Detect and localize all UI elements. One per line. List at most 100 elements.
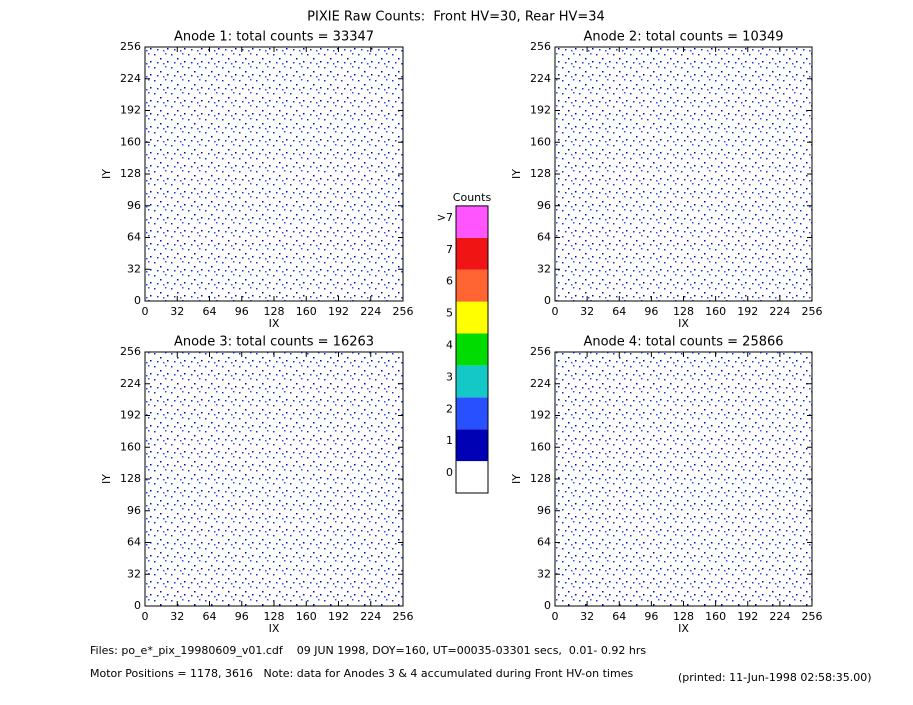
colorbar-swatch [456, 333, 488, 366]
y-tick-label: 192 [120, 104, 141, 117]
x-tick-label: 64 [612, 610, 626, 623]
y-tick-label: 32 [127, 567, 141, 580]
colorbar-swatch [456, 461, 488, 493]
x-axis-label: IX [678, 622, 689, 635]
y-tick-label: 96 [537, 504, 551, 517]
y-tick-label: 192 [530, 409, 551, 422]
colorbar-swatch [456, 205, 488, 238]
y-tick-label: 224 [530, 72, 551, 85]
y-tick-label: 128 [120, 167, 141, 180]
x-tick-label: 96 [644, 610, 658, 623]
x-tick-label: 224 [769, 610, 790, 623]
y-axis-label: IY [510, 474, 523, 484]
colorbar-swatch [456, 397, 488, 430]
y-tick-label: 192 [530, 104, 551, 117]
colorbar-swatch [456, 429, 488, 462]
y-tick-label: 224 [120, 377, 141, 390]
y-tick-label: 128 [530, 167, 551, 180]
x-tick-label: 160 [296, 610, 317, 623]
x-tick-label: 160 [705, 305, 726, 318]
x-tick-label: 224 [360, 610, 381, 623]
y-tick-label: 160 [120, 440, 141, 453]
y-tick-label: 128 [120, 472, 141, 485]
y-axis-label: IY [510, 169, 523, 179]
x-tick-label: 160 [296, 305, 317, 318]
y-tick-label: 96 [127, 199, 141, 212]
x-tick-label: 32 [580, 610, 594, 623]
heatmap-image [555, 352, 812, 606]
colorbar-label: 3 [446, 370, 453, 383]
x-tick-label: 192 [328, 610, 349, 623]
colorbar-label: 6 [446, 275, 453, 288]
y-tick-label: 160 [120, 135, 141, 148]
footer-motor: Motor Positions = 1178, 3616 Note: data … [90, 667, 633, 680]
y-tick-label: 0 [134, 599, 141, 612]
x-tick-label: 64 [203, 305, 217, 318]
x-axis-label: IX [678, 317, 689, 330]
main-title: PIXIE Raw Counts: Front HV=30, Rear HV=3… [307, 10, 605, 25]
x-tick-label: 192 [737, 610, 758, 623]
colorbar-swatch [456, 301, 488, 334]
x-tick-label: 0 [142, 305, 149, 318]
x-axis-label: IX [269, 317, 280, 330]
y-tick-label: 224 [120, 72, 141, 85]
y-tick-label: 160 [530, 135, 551, 148]
heatmap-image [145, 352, 403, 606]
y-tick-label: 0 [544, 294, 551, 307]
x-tick-label: 128 [673, 610, 694, 623]
y-tick-label: 192 [120, 409, 141, 422]
colorbar-swatch [456, 237, 488, 270]
x-tick-label: 256 [393, 305, 414, 318]
x-tick-label: 128 [264, 610, 285, 623]
y-tick-label: 256 [120, 40, 141, 53]
x-tick-label: 0 [142, 610, 149, 623]
y-tick-label: 64 [537, 231, 551, 244]
x-tick-label: 96 [235, 305, 249, 318]
x-tick-label: 224 [360, 305, 381, 318]
heatmap-image [555, 47, 812, 301]
footer-printed: (printed: 11-Jun-1998 02:58:35.00) [678, 671, 872, 684]
x-tick-label: 0 [552, 610, 559, 623]
x-tick-label: 64 [612, 305, 626, 318]
x-tick-label: 256 [802, 305, 823, 318]
panel-title: Anode 3: total counts = 16263 [174, 335, 374, 350]
colorbar-swatch [456, 365, 488, 398]
y-tick-label: 0 [544, 599, 551, 612]
y-tick-label: 128 [530, 472, 551, 485]
colorbar-frame [455, 205, 489, 494]
y-tick-label: 0 [134, 294, 141, 307]
x-tick-label: 96 [644, 305, 658, 318]
x-tick-label: 32 [170, 305, 184, 318]
x-tick-label: 192 [328, 305, 349, 318]
y-tick-label: 256 [530, 40, 551, 53]
x-tick-label: 64 [203, 610, 217, 623]
x-tick-label: 224 [769, 305, 790, 318]
y-tick-label: 96 [537, 199, 551, 212]
y-tick-label: 96 [127, 504, 141, 517]
y-axis-label: IY [100, 474, 113, 484]
colorbar-label: 4 [446, 338, 453, 351]
y-tick-label: 32 [127, 262, 141, 275]
y-tick-label: 64 [537, 536, 551, 549]
x-axis-label: IX [269, 622, 280, 635]
colorbar-label: >7 [437, 211, 453, 224]
panel-title: Anode 1: total counts = 33347 [174, 30, 374, 45]
y-tick-label: 32 [537, 262, 551, 275]
heatmap-image [145, 47, 403, 301]
x-tick-label: 256 [802, 610, 823, 623]
y-tick-label: 64 [127, 231, 141, 244]
x-tick-label: 160 [705, 610, 726, 623]
colorbar-label: 7 [446, 243, 453, 256]
x-tick-label: 96 [235, 610, 249, 623]
x-tick-label: 32 [170, 610, 184, 623]
y-tick-label: 32 [537, 567, 551, 580]
y-tick-label: 256 [530, 345, 551, 358]
y-axis-label: IY [100, 169, 113, 179]
x-tick-label: 192 [737, 305, 758, 318]
colorbar-swatch [456, 269, 488, 302]
y-tick-label: 256 [120, 345, 141, 358]
panel-title: Anode 2: total counts = 10349 [583, 30, 783, 45]
colorbar-title: Counts [453, 191, 492, 204]
